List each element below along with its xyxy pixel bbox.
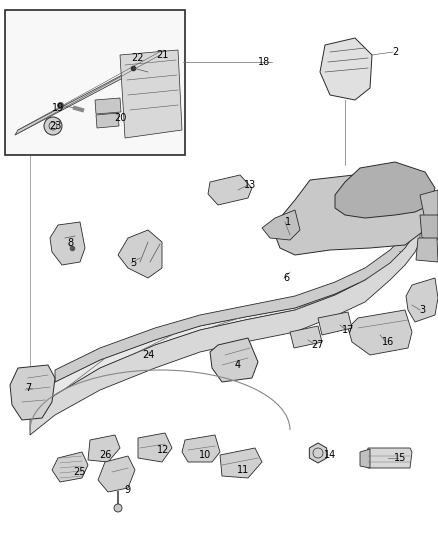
Polygon shape [275,172,430,255]
Polygon shape [420,190,438,220]
Text: 24: 24 [142,350,154,360]
Polygon shape [210,338,258,382]
Text: 12: 12 [157,445,169,455]
Text: 13: 13 [244,180,256,190]
Polygon shape [320,38,372,100]
Text: 7: 7 [25,383,31,393]
Polygon shape [360,449,370,468]
Polygon shape [262,210,300,240]
Text: 18: 18 [258,57,270,67]
Polygon shape [318,312,352,335]
Polygon shape [30,222,420,415]
Text: 15: 15 [394,453,406,463]
Text: 9: 9 [124,485,130,495]
Text: 14: 14 [324,450,336,460]
Text: 10: 10 [199,450,211,460]
Text: 8: 8 [67,238,73,248]
Polygon shape [220,448,262,478]
Text: 4: 4 [235,360,241,370]
Polygon shape [416,238,438,262]
Polygon shape [406,278,438,322]
Polygon shape [95,98,121,114]
Text: 3: 3 [419,305,425,315]
Text: 27: 27 [312,340,324,350]
Polygon shape [88,435,120,462]
Polygon shape [98,456,135,492]
Text: 26: 26 [99,450,111,460]
Polygon shape [52,452,88,482]
Text: 21: 21 [156,50,168,60]
Polygon shape [138,433,172,462]
Polygon shape [290,326,322,348]
Polygon shape [30,222,420,435]
Text: 23: 23 [49,121,61,131]
Polygon shape [10,365,55,420]
Polygon shape [420,215,438,240]
Text: 19: 19 [52,103,64,113]
Text: 17: 17 [342,325,354,335]
Polygon shape [50,222,85,265]
Polygon shape [55,212,420,382]
Text: 1: 1 [285,217,291,227]
Polygon shape [335,162,435,218]
Text: 2: 2 [392,47,398,57]
Polygon shape [348,310,412,355]
Bar [5,10,185,155]
Text: 6: 6 [283,273,289,283]
Text: 11: 11 [237,465,249,475]
Circle shape [44,117,62,135]
Text: 5: 5 [130,258,136,268]
Text: 22: 22 [132,53,144,63]
Polygon shape [208,175,252,205]
Polygon shape [118,230,162,278]
Polygon shape [120,50,182,138]
Polygon shape [15,55,160,135]
Text: 25: 25 [74,467,86,477]
Polygon shape [182,435,220,462]
Polygon shape [96,113,119,128]
Polygon shape [366,448,412,468]
Text: 20: 20 [114,113,126,123]
Text: 16: 16 [382,337,394,347]
Circle shape [114,504,122,512]
